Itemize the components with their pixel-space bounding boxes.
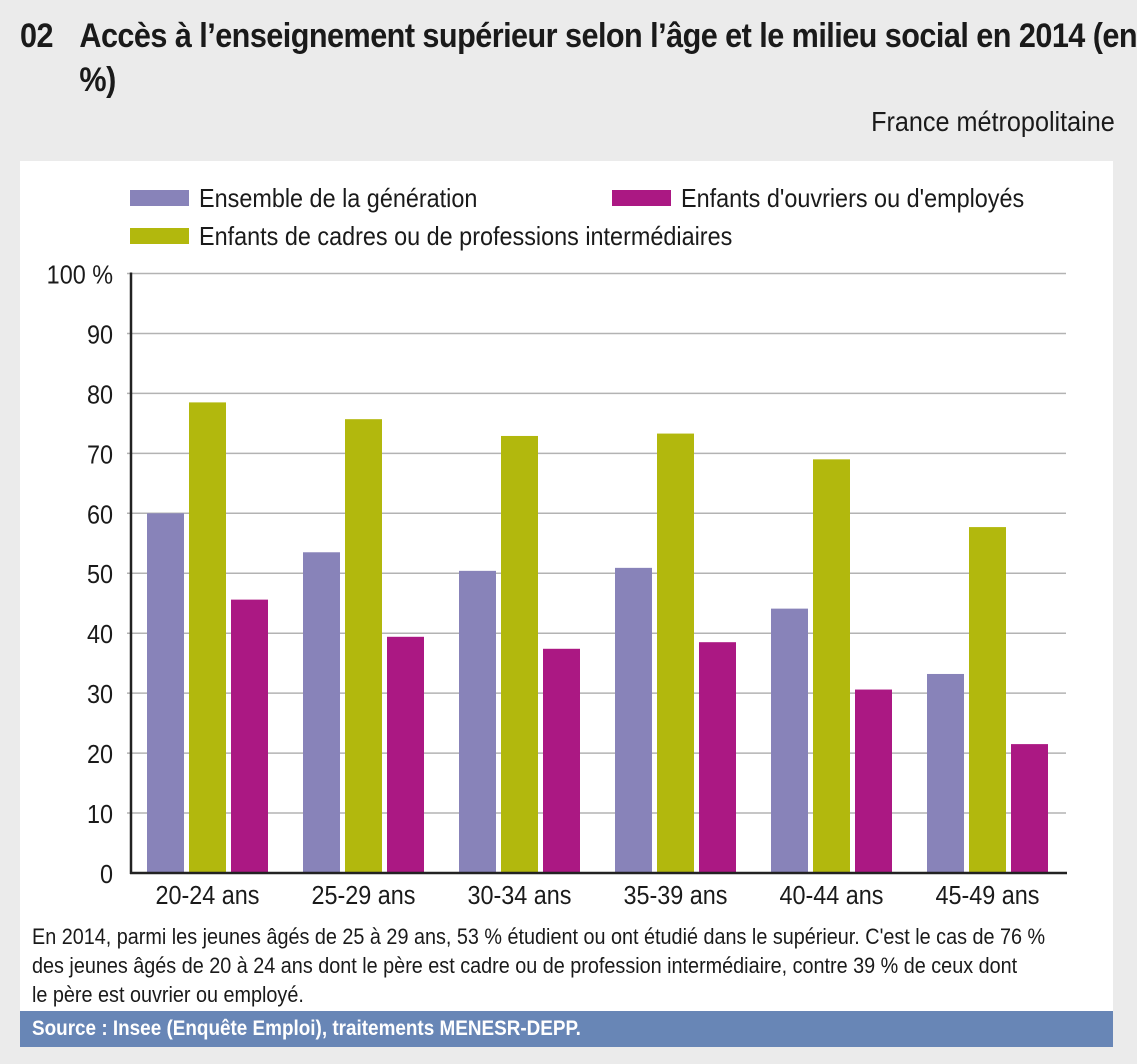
source-bar: Source : Insee (Enquête Emploi), traitem…: [20, 1011, 1113, 1047]
bar: 30-34 ans – Ensemble de la génération: 5…: [459, 570, 496, 873]
bars: 20-24 ans – Ensemble de la génération: 6…: [147, 402, 1048, 873]
bar: 35-39 ans – Ensemble de la génération: 5…: [615, 567, 652, 873]
y-tick-label: 90: [87, 321, 113, 349]
figure-number: 02: [20, 17, 53, 55]
bar: 20-24 ans – Ensemble de la génération: 6…: [147, 513, 184, 873]
legend-swatch-ensemble: [130, 190, 189, 206]
y-tick-label: 10: [87, 801, 113, 829]
bar: 35-39 ans – Enfants d'ouvriers ou d'empl…: [699, 642, 736, 873]
source-text: Source : Insee (Enquête Emploi), traitem…: [32, 1017, 581, 1040]
x-category-label: 40-44 ans: [779, 882, 883, 910]
y-tick-label: 100 %: [47, 261, 113, 289]
y-tick-label: 70: [87, 441, 113, 469]
note-line: des jeunes âgés de 20 à 24 ans dont le p…: [32, 953, 1018, 978]
legend-label-ensemble: Ensemble de la génération: [199, 182, 478, 213]
x-category-label: 20-24 ans: [155, 882, 259, 910]
y-tick-label: 80: [87, 381, 113, 409]
bar: 40-44 ans – Enfants de cadres ou de prof…: [813, 459, 850, 873]
bar-chart: 20-24 ans – Ensemble de la génération: 6…: [47, 261, 1067, 910]
legend-item-ensemble: Ensemble de la génération: [130, 183, 508, 213]
bar: 25-29 ans – Ensemble de la génération: 5…: [303, 552, 340, 873]
note-line: En 2014, parmi les jeunes âgés de 25 à 2…: [32, 924, 1046, 949]
axes: [129, 272, 1067, 875]
legend-label-cadres: Enfants de cadres ou de professions inte…: [199, 220, 733, 251]
y-tick-label: 0: [100, 861, 113, 889]
legend-swatch-ouvriers: [612, 190, 671, 206]
chart-subtitle: France métropolitaine: [871, 106, 1115, 137]
legend-item-cadres: Enfants de cadres ou de professions inte…: [130, 221, 792, 251]
bar: 40-44 ans – Enfants d'ouvriers ou d'empl…: [855, 689, 892, 873]
chart-title: Accès à l’enseignement supérieur selon l…: [79, 17, 1137, 99]
bar: 30-34 ans – Enfants de cadres ou de prof…: [501, 435, 538, 873]
y-tick-label: 60: [87, 501, 113, 529]
bar: 25-29 ans – Enfants d'ouvriers ou d'empl…: [387, 636, 424, 873]
bar: 20-24 ans – Enfants d'ouvriers ou d'empl…: [231, 599, 268, 873]
bar: 40-44 ans – Ensemble de la génération: 4…: [771, 608, 808, 873]
note-line: le père est ouvrier ou employé.: [32, 982, 304, 1007]
bar: 20-24 ans – Enfants de cadres ou de prof…: [189, 402, 226, 873]
y-tick-label: 30: [87, 681, 113, 709]
x-category-label: 45-49 ans: [935, 882, 1039, 910]
bar: 30-34 ans – Enfants d'ouvriers ou d'empl…: [543, 648, 580, 873]
legend-swatch-cadres: [130, 228, 189, 244]
bar: 45-49 ans – Enfants d'ouvriers ou d'empl…: [1011, 744, 1048, 873]
chart-panel: Ensemble de la génération Enfants d'ouvr…: [20, 161, 1113, 1047]
legend-label-ouvriers: Enfants d'ouvriers ou d'employés: [681, 182, 1025, 213]
y-tick-label: 20: [87, 741, 113, 769]
bar: 45-49 ans – Ensemble de la génération: 3…: [927, 673, 964, 873]
legend-item-ouvriers: Enfants d'ouvriers ou d'employés: [612, 183, 1062, 213]
axis-labels: 0 10 20 30 40 50 60 70 80 90 100 % 20-24 ans 25-29 a…: [47, 261, 1040, 910]
bar: 25-29 ans – Enfants de cadres ou de prof…: [345, 419, 382, 873]
x-category-label: 30-34 ans: [467, 882, 571, 910]
gridlines: [127, 272, 1066, 814]
chart-note: En 2014, parmi les jeunes âgés de 25 à 2…: [32, 922, 1112, 1009]
x-category-label: 25-29 ans: [311, 882, 415, 910]
x-category-label: 35-39 ans: [623, 882, 727, 910]
y-tick-label: 40: [87, 621, 113, 649]
y-tick-label: 50: [87, 561, 113, 589]
bar: 35-39 ans – Enfants de cadres ou de prof…: [657, 433, 694, 873]
bar: 45-49 ans – Enfants de cadres ou de prof…: [969, 527, 1006, 873]
